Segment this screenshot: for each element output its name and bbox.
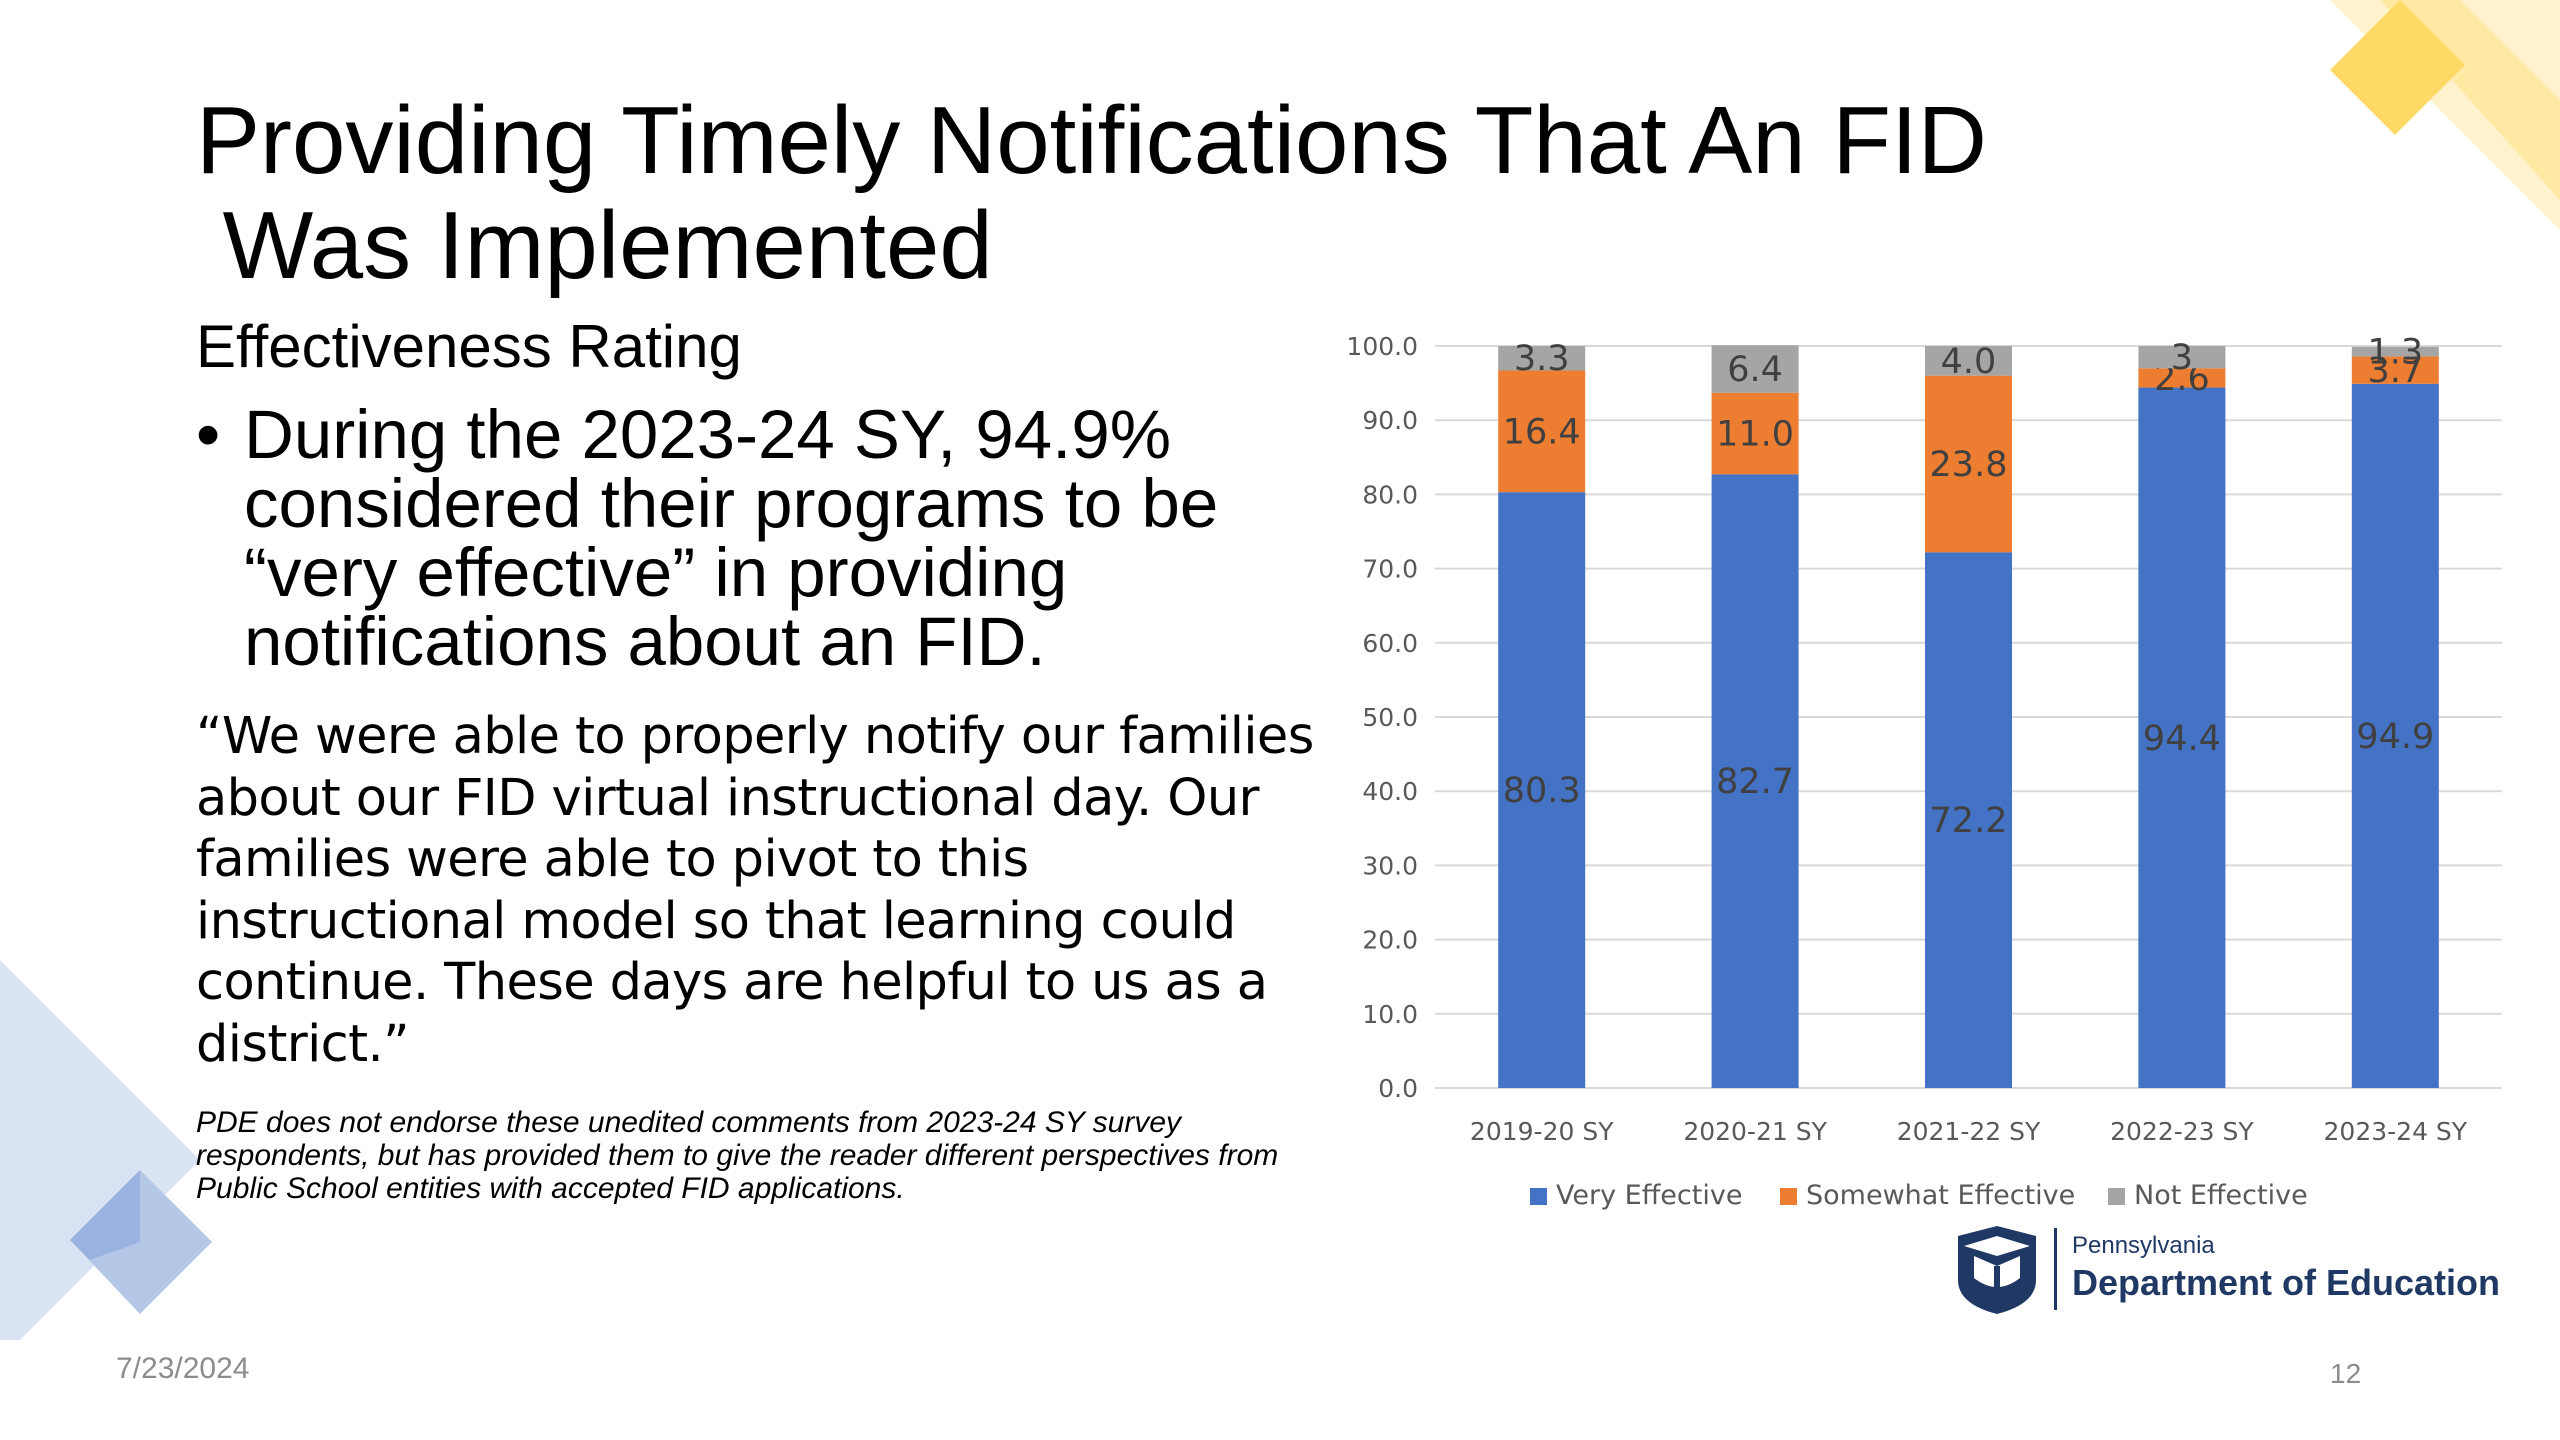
x-tick-label: 2022-23 SY [2110, 1117, 2254, 1146]
bar-segment [2138, 368, 2226, 388]
data-label: 23.8 [1930, 445, 2008, 485]
bar-segment [1925, 552, 2012, 1088]
data-label: 3 [2171, 338, 2193, 378]
data-label: 16.4 [1503, 412, 1581, 452]
bar-segment [1498, 370, 1586, 493]
y-tick-label: 90.0 [1362, 406, 1418, 435]
bar-segment [2138, 346, 2226, 369]
y-tick-label: 80.0 [1362, 480, 1418, 509]
data-label: 94.4 [2143, 719, 2221, 759]
data-label: 72.2 [1930, 801, 2008, 841]
disclaimer-note: PDE does not endorse these unedited comm… [196, 1106, 1279, 1205]
respondent-quote: “We were able to properly notify our fam… [196, 707, 1314, 1074]
effectiveness-stacked-bar-chart: 0.0 10.0 20.0 30.0 40.0 50.0 60.0 70.0 80.0 90.0 1… [1346, 332, 2502, 1211]
x-tick-label: 2019-20 SY [1470, 1117, 1614, 1146]
data-label: 4.0 [1941, 342, 1997, 382]
x-tick-label: 2020-21 SY [1683, 1117, 1827, 1146]
y-tick-label: 40.0 [1362, 777, 1418, 806]
y-tick-label: 60.0 [1362, 629, 1418, 658]
bar-segment [1498, 492, 1586, 1088]
key-finding-bullet: • During the 2023-24 SY, 94.9% considere… [196, 400, 1256, 676]
y-tick-label: 70.0 [1362, 555, 1418, 584]
data-label: 82.7 [1716, 762, 1794, 802]
y-tick-label: 20.0 [1362, 926, 1418, 955]
decorative-blue-corner [0, 960, 212, 1340]
legend-label: Somewhat Effective [1806, 1180, 2075, 1211]
logo-department-name: Department of Education [2072, 1262, 2501, 1303]
legend-swatch [1780, 1188, 1797, 1205]
bullet-text: During the 2023-24 SY, 94.9% considered … [244, 396, 1219, 680]
legend-swatch [1530, 1188, 1547, 1205]
data-label: 80.3 [1503, 771, 1581, 811]
data-label: 11.0 [1716, 415, 1794, 455]
page-number: 12 [2330, 1358, 2362, 1389]
bar-segment [1925, 375, 2012, 553]
y-tick-label: 100.0 [1346, 332, 1418, 361]
bar-segment [1711, 345, 1799, 393]
bar-segment [1711, 474, 1799, 1089]
y-tick-label: 0.0 [1378, 1074, 1418, 1103]
bar-segment [1711, 392, 1799, 475]
legend-swatch [2108, 1188, 2125, 1205]
bar-segment [1498, 346, 1586, 371]
logo-state-name: Pennsylvania [2072, 1232, 2215, 1259]
pde-logo: Pennsylvania Department of Education [1954, 1222, 2500, 1316]
data-label: 3.3 [1514, 339, 1570, 379]
graduation-cap-icon [1958, 1226, 2036, 1314]
x-tick-label: 2023-24 SY [2324, 1117, 2468, 1146]
bar-segment [1925, 346, 2012, 376]
bullet-marker: • [196, 396, 221, 473]
bar-segment [2351, 346, 2439, 357]
bar-segment [2351, 356, 2439, 384]
data-label: 3.7 [2367, 351, 2423, 391]
logo-divider [2054, 1228, 2057, 1310]
bar-segment [2351, 383, 2439, 1088]
x-tick-label: 2021-22 SY [1897, 1117, 2041, 1146]
data-label: 94.9 [2356, 717, 2434, 757]
data-label: 6.4 [1727, 350, 1783, 390]
section-subtitle: Effectiveness Rating [196, 313, 742, 380]
data-label: 1.3 [2367, 333, 2423, 373]
y-tick-label: 30.0 [1362, 851, 1418, 880]
legend-label: Not Effective [2134, 1180, 2308, 1211]
slide-title: Providing Timely Notifications That An F… [196, 87, 1987, 299]
decorative-gold-corner [2330, 0, 2560, 230]
slide-date: 7/23/2024 [116, 1352, 250, 1385]
y-tick-label: 10.0 [1362, 1000, 1418, 1029]
bar-segment [2138, 387, 2226, 1088]
legend-label: Very Effective [1556, 1180, 1742, 1211]
y-tick-label: 50.0 [1362, 703, 1418, 732]
